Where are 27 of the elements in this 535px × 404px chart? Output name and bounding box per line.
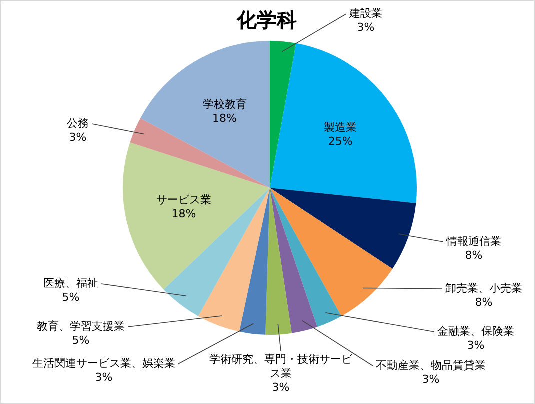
- data-label: 8%: [465, 248, 483, 262]
- slice-label: 医療、福祉: [44, 276, 98, 290]
- slice-label: 教育、学習支援業: [37, 320, 125, 333]
- data-label: 18%: [172, 207, 196, 220]
- data-label: 25%: [328, 134, 353, 148]
- data-label: 3%: [272, 380, 290, 394]
- data-label: 5%: [72, 334, 90, 347]
- slice-label: 公務: [67, 116, 89, 130]
- data-label: 3%: [357, 20, 375, 34]
- slice-label: 情報通信業: [446, 234, 502, 248]
- data-label: 18%: [212, 112, 237, 126]
- slice-label: 建設業: [348, 6, 382, 20]
- data-label: 3%: [422, 372, 440, 386]
- data-label: 3%: [95, 370, 113, 384]
- data-label: 3%: [467, 338, 485, 352]
- data-label: 3%: [69, 130, 87, 144]
- slice-label: 製造業: [324, 120, 358, 134]
- slice-label: 生活関連サービス業、娯楽業: [32, 356, 176, 370]
- slice-label: 金融業、保険業: [438, 324, 514, 338]
- data-label: 8%: [475, 296, 493, 309]
- chart-title: 化学科: [236, 8, 297, 32]
- slice-label: サービス業: [156, 193, 212, 206]
- slice-label: 不動産業、物品賃貸業: [376, 358, 486, 372]
- slice-label: 学校教育: [202, 98, 247, 112]
- slice-label: 卸売業、小売業: [446, 282, 522, 295]
- slice-label: 学術研究、専門・技術サービス業: [210, 352, 354, 380]
- data-label: 5%: [62, 290, 80, 304]
